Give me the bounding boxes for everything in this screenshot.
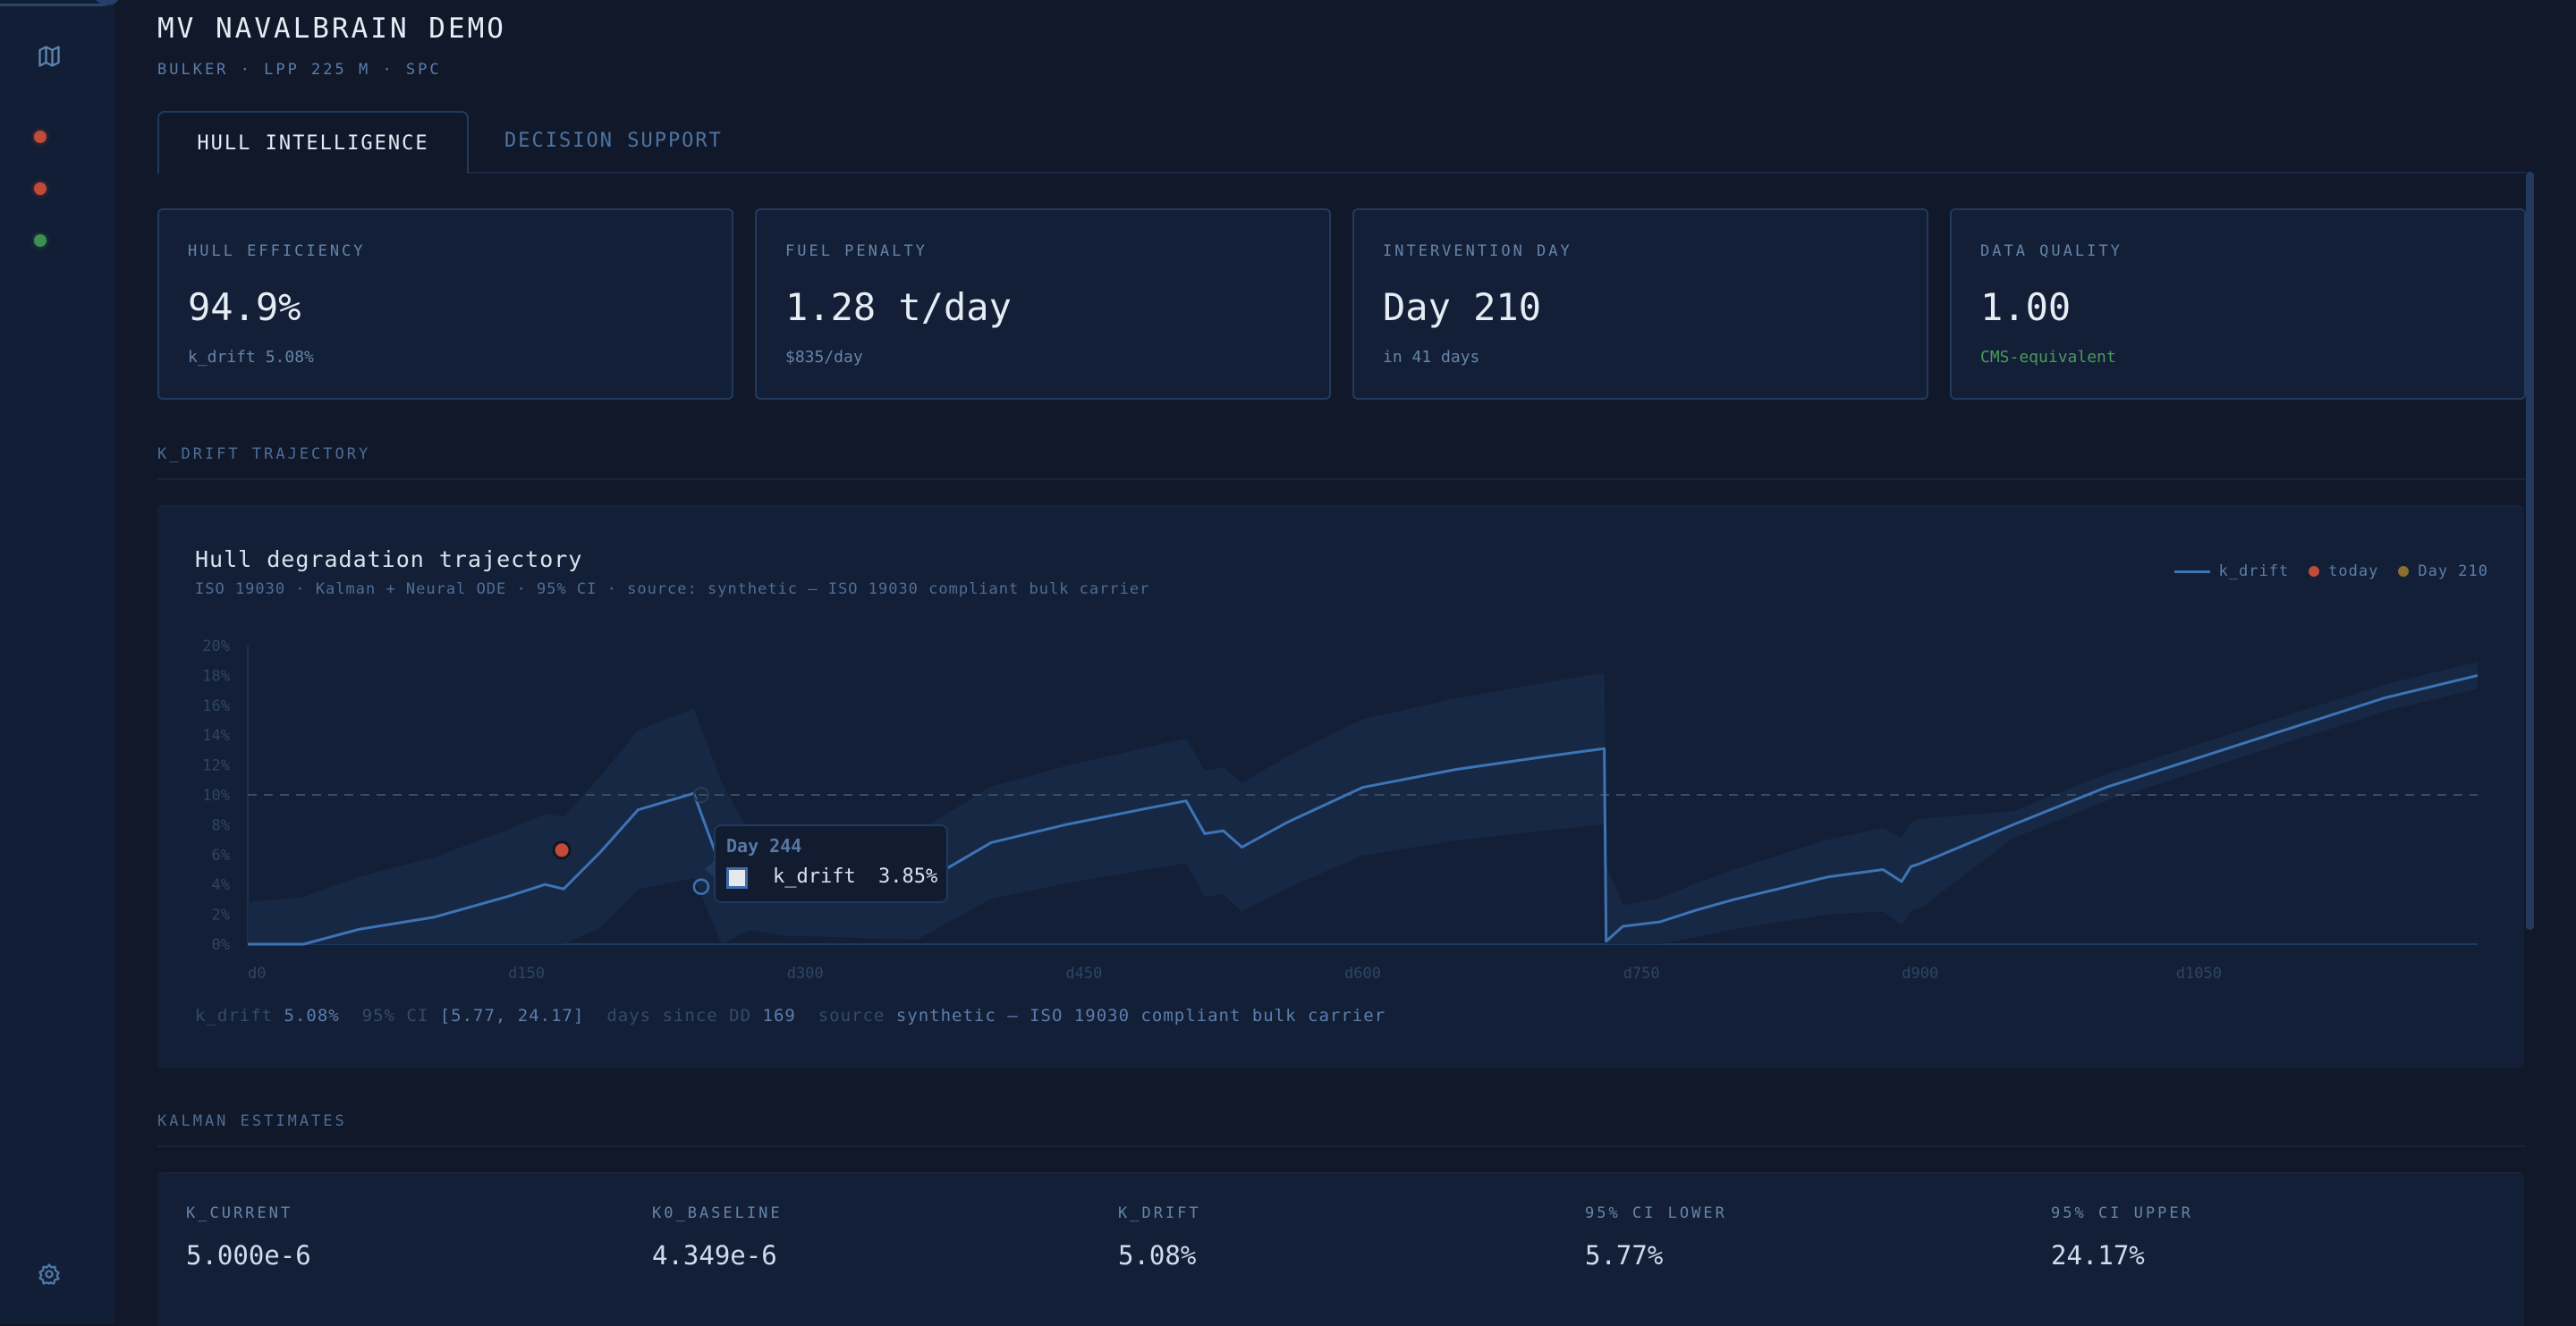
tab-decision-support[interactable]: DECISION SUPPORT — [504, 129, 723, 152]
tooltip-value: 3.85% — [878, 866, 938, 888]
chart-tooltip: Day 244 k_drift 3.85% — [705, 824, 948, 903]
kalman-value: 5.000e-6 — [186, 1240, 311, 1271]
tooltip-series: k_drift — [773, 866, 856, 888]
kpi-card-data-quality: DATA QUALITY 1.00 CMS-equivalent — [1950, 208, 2526, 400]
status-dot-3 — [34, 234, 47, 247]
section-label-kalman: KALMAN ESTIMATES — [157, 1112, 347, 1130]
kalman-label: K_DRIFT — [1118, 1204, 1201, 1222]
kpi-value: 94.9% — [188, 285, 301, 329]
kalman-value: 4.349e-6 — [652, 1240, 777, 1271]
kalman-k0-baseline: K0_BASELINE 4.349e-6 — [652, 1204, 783, 1271]
kalman-value: 5.77% — [1585, 1240, 1664, 1271]
series-swatch-icon — [726, 867, 748, 889]
vertical-scrollbar[interactable] — [2526, 172, 2534, 930]
kpi-label: INTERVENTION DAY — [1383, 242, 1572, 260]
legend-item-k-drift[interactable]: k_drift — [2174, 562, 2290, 580]
kpi-value: 1.28 t/day — [785, 285, 1012, 329]
vessel-subtitle: BULKER · LPP 225 M · SPC — [157, 61, 442, 79]
status-dot-2 — [34, 182, 47, 195]
kalman-estimates-panel: K_CURRENT 5.000e-6 K0_BASELINE 4.349e-6 … — [157, 1172, 2524, 1326]
footer-label: source — [818, 1006, 886, 1026]
tooltip-arrow-icon — [705, 860, 716, 878]
legend-item-day-210[interactable]: Day 210 — [2398, 562, 2488, 580]
kalman-label: 95% CI LOWER — [1585, 1204, 1727, 1222]
settings-gear-icon[interactable] — [32, 1257, 66, 1291]
kpi-subtext: in 41 days — [1383, 348, 1480, 367]
sidebar — [0, 0, 120, 1324]
footer-label: days since DD — [606, 1006, 752, 1026]
section-divider — [157, 1145, 2526, 1147]
tooltip-title: Day 244 — [726, 835, 802, 857]
chart-legend: k_drift today Day 210 — [2174, 562, 2489, 580]
main-content: MV NAVALBRAIN DEMO BULKER · LPP 225 M · … — [114, 0, 2576, 1326]
legend-label: k_drift — [2218, 562, 2290, 580]
kpi-label: HULL EFFICIENCY — [188, 242, 366, 260]
dot-swatch-icon — [2309, 566, 2320, 577]
footer-value: 5.08% — [284, 1006, 340, 1026]
chart-subtitle: ISO 19030 · Kalman + Neural ODE · 95% CI… — [195, 580, 1150, 598]
section-divider — [157, 478, 2526, 480]
kalman-value: 5.08% — [1118, 1240, 1197, 1271]
kalman-ci-upper: 95% CI UPPER 24.17% — [2051, 1204, 2193, 1271]
status-dot-1 — [34, 131, 47, 143]
tab-bar: HULL INTELLIGENCE DECISION SUPPORT — [157, 111, 2526, 173]
page-title: MV NAVALBRAIN DEMO — [157, 13, 506, 45]
legend-item-today[interactable]: today — [2309, 562, 2378, 580]
footer-value: 169 — [762, 1006, 796, 1026]
sidebar-collapse-handle[interactable] — [95, 0, 120, 5]
kpi-label: FUEL PENALTY — [785, 242, 928, 260]
kpi-value: 1.00 — [1980, 285, 2072, 329]
sidebar-top-divider — [0, 4, 106, 6]
kalman-label: 95% CI UPPER — [2051, 1204, 2193, 1222]
kpi-label: DATA QUALITY — [1980, 242, 2123, 260]
line-swatch-icon — [2174, 570, 2210, 573]
kalman-ci-lower: 95% CI LOWER 5.77% — [1585, 1204, 1727, 1271]
chart-panel: Hull degradation trajectory ISO 19030 · … — [157, 505, 2524, 1068]
kpi-card-intervention-day: INTERVENTION DAY Day 210 in 41 days — [1352, 208, 1928, 400]
chart-title: Hull degradation trajectory — [195, 546, 583, 572]
kalman-label: K0_BASELINE — [652, 1204, 783, 1222]
kpi-subtext: CMS-equivalent — [1980, 348, 2116, 367]
chart-footer-stats: k_drift 5.08% 95% CI [5.77, 24.17] days … — [195, 1006, 1385, 1026]
kalman-label: K_CURRENT — [186, 1204, 293, 1222]
legend-label: Day 210 — [2418, 562, 2488, 580]
kalman-k-drift: K_DRIFT 5.08% — [1118, 1204, 1201, 1271]
dot-swatch-icon — [2398, 566, 2410, 577]
kpi-subtext: k_drift 5.08% — [188, 348, 314, 367]
map-icon[interactable] — [32, 39, 66, 73]
legend-label: today — [2328, 562, 2379, 580]
tab-hull-intelligence[interactable]: HULL INTELLIGENCE — [157, 111, 469, 173]
kpi-subtext: $835/day — [785, 348, 863, 367]
kpi-card-hull-efficiency: HULL EFFICIENCY 94.9% k_drift 5.08% — [157, 208, 733, 400]
section-label-trajectory: K_DRIFT TRAJECTORY — [157, 445, 371, 463]
footer-label: k_drift — [195, 1006, 274, 1026]
kalman-value: 24.17% — [2051, 1240, 2145, 1271]
footer-value: synthetic — ISO 19030 compliant bulk car… — [895, 1006, 1386, 1026]
footer-label: 95% CI — [361, 1006, 429, 1026]
kpi-card-fuel-penalty: FUEL PENALTY 1.28 t/day $835/day — [755, 208, 1331, 400]
kalman-k-current: K_CURRENT 5.000e-6 — [186, 1204, 311, 1271]
kpi-cards: HULL EFFICIENCY 94.9% k_drift 5.08% FUEL… — [157, 208, 2526, 400]
footer-value: [5.77, 24.17] — [439, 1006, 585, 1026]
kpi-value: Day 210 — [1383, 285, 1542, 329]
